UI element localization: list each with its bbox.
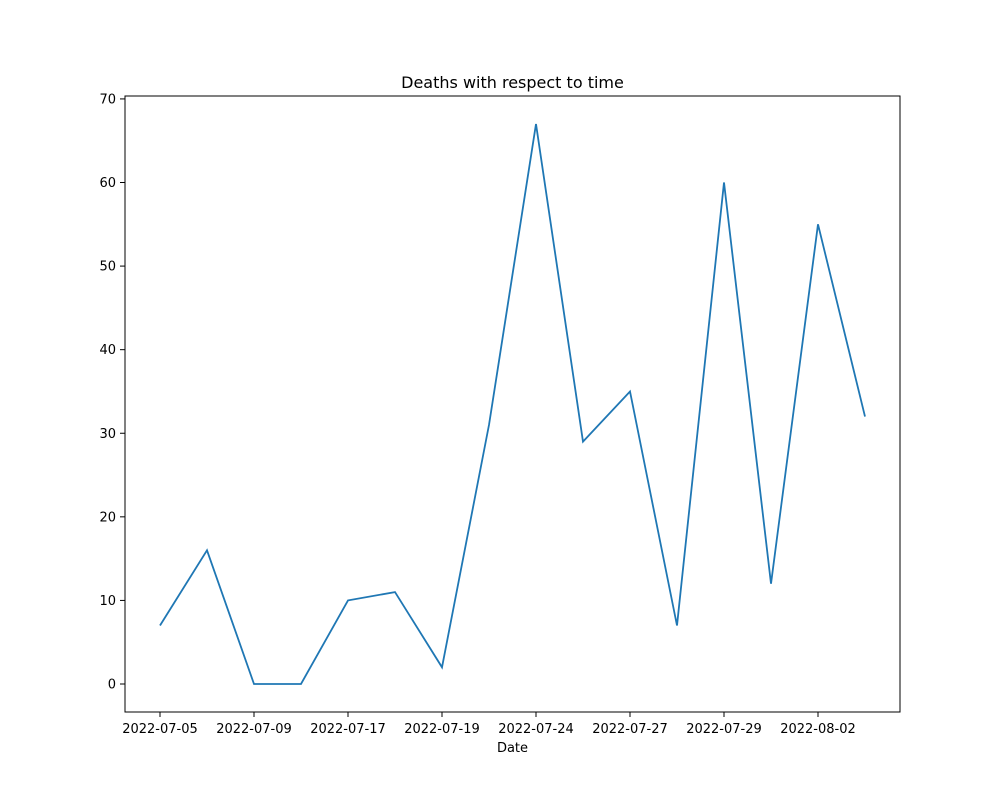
- axes-frame: [124, 95, 901, 713]
- y-tick-label: 10: [99, 594, 116, 609]
- x-tick-label: 2022-07-27: [592, 722, 668, 737]
- x-axis: 2022-07-05 2022-07-09 2022-07-17 2022-07-19…: [122, 712, 856, 737]
- x-tick-label: 2022-07-05: [122, 722, 198, 737]
- y-tick-label: 50: [99, 260, 116, 275]
- x-tick-label: 2022-07-17: [310, 722, 386, 737]
- y-tick-label: 0: [108, 678, 116, 693]
- y-tick-label: 20: [99, 510, 116, 525]
- x-tick-label: 2022-08-02: [780, 722, 856, 737]
- x-tick-label: 2022-07-19: [404, 722, 480, 737]
- series-line: [159, 123, 866, 685]
- y-tick-label: 40: [99, 343, 116, 358]
- chart-title: Deaths with respect to time: [401, 73, 624, 92]
- x-tick-label: 2022-07-24: [498, 722, 574, 737]
- y-axis: 0 10 20 30 40 50 60 70: [99, 92, 125, 693]
- x-axis-label: Date: [497, 741, 528, 756]
- y-tick-label: 60: [99, 176, 116, 191]
- plot-area: [159, 123, 866, 685]
- x-tick-label: 2022-07-29: [686, 722, 762, 737]
- y-tick-label: 70: [99, 92, 116, 107]
- x-tick-label: 2022-07-09: [216, 722, 292, 737]
- y-tick-label: 30: [99, 427, 116, 442]
